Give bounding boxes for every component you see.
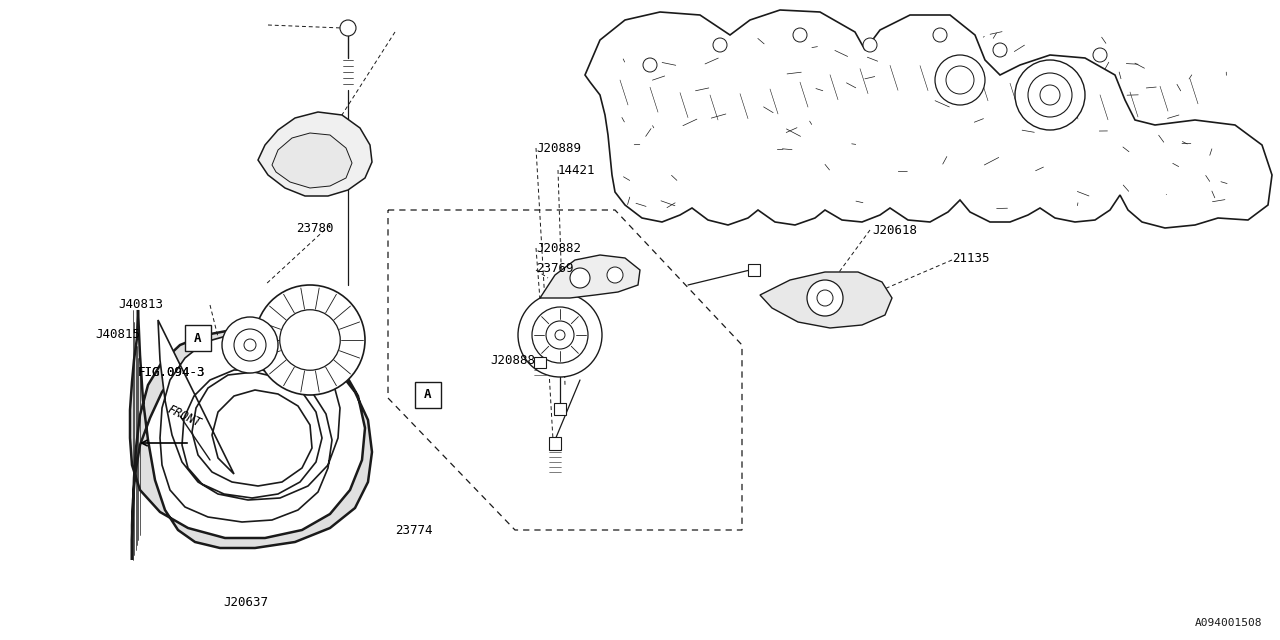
Circle shape: [993, 43, 1007, 57]
Polygon shape: [748, 264, 760, 276]
Polygon shape: [549, 437, 561, 450]
Circle shape: [340, 20, 356, 36]
Polygon shape: [554, 403, 566, 415]
Text: J20888: J20888: [490, 353, 535, 367]
Circle shape: [946, 66, 974, 94]
Circle shape: [607, 267, 623, 283]
Circle shape: [547, 321, 573, 349]
Circle shape: [221, 317, 278, 373]
Circle shape: [817, 290, 833, 306]
Text: J20889: J20889: [536, 141, 581, 154]
Circle shape: [518, 293, 602, 377]
Circle shape: [933, 28, 947, 42]
Text: FIG.094-3: FIG.094-3: [138, 365, 206, 378]
Text: 23780: 23780: [296, 221, 334, 234]
Circle shape: [863, 38, 877, 52]
Circle shape: [234, 329, 266, 361]
Circle shape: [1039, 85, 1060, 105]
Circle shape: [255, 285, 365, 395]
Polygon shape: [273, 133, 352, 188]
Circle shape: [280, 310, 340, 371]
Text: J40815: J40815: [95, 328, 140, 342]
Polygon shape: [534, 357, 547, 368]
FancyBboxPatch shape: [186, 325, 211, 351]
Circle shape: [934, 55, 986, 105]
Text: J20618: J20618: [872, 223, 916, 237]
Text: 21135: 21135: [952, 252, 989, 264]
Circle shape: [1093, 48, 1107, 62]
Text: J20882: J20882: [536, 241, 581, 255]
Circle shape: [794, 28, 806, 42]
Polygon shape: [131, 310, 372, 560]
Text: FIG.094-3: FIG.094-3: [138, 365, 206, 378]
Polygon shape: [259, 112, 372, 196]
Circle shape: [1015, 60, 1085, 130]
Polygon shape: [540, 255, 640, 298]
Circle shape: [806, 280, 844, 316]
Text: J20637: J20637: [223, 595, 268, 609]
Text: J40813: J40813: [118, 298, 163, 312]
Polygon shape: [157, 320, 340, 522]
Text: 23774: 23774: [396, 524, 433, 536]
Circle shape: [713, 38, 727, 52]
Circle shape: [1028, 73, 1073, 117]
Circle shape: [643, 58, 657, 72]
Text: 14421: 14421: [558, 163, 595, 177]
Circle shape: [570, 268, 590, 288]
Circle shape: [532, 307, 588, 363]
FancyBboxPatch shape: [415, 382, 442, 408]
Text: A094001508: A094001508: [1194, 618, 1262, 628]
Polygon shape: [585, 10, 1272, 228]
Text: 23769: 23769: [536, 262, 573, 275]
Text: A: A: [195, 332, 202, 344]
Circle shape: [556, 330, 564, 340]
Circle shape: [244, 339, 256, 351]
Text: A: A: [424, 388, 431, 401]
Polygon shape: [760, 272, 892, 328]
Text: FRONT: FRONT: [165, 403, 202, 430]
